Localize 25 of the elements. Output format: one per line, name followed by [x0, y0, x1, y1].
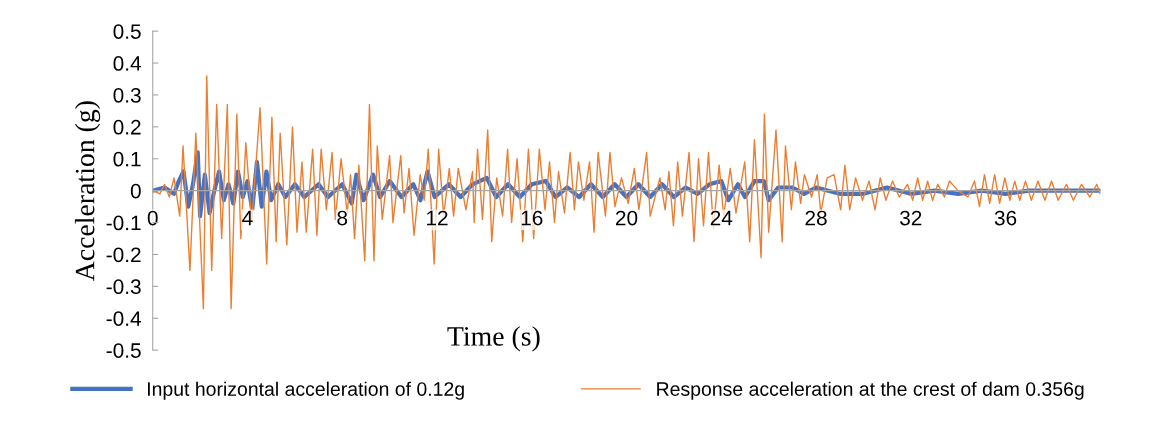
y-tick-label: 0.1 [113, 151, 141, 167]
legend-label: Response acceleration at the crest of dam 0.356g [657, 381, 1084, 400]
y-tick-label: -0.5 [106, 343, 141, 358]
y-tick-label: -0.3 [106, 279, 141, 295]
legend-label: Input horizontal acceleration of 0.12g [147, 381, 464, 400]
x-tick-label: 8 [337, 210, 348, 226]
y-tick-label: -0.4 [106, 311, 142, 326]
y-tick-label: 0.2 [113, 119, 141, 135]
y-axis-title: Acceleration (g) [74, 101, 101, 281]
y-tick-label: 0.3 [113, 87, 141, 103]
y-tick-label: 0.5 [113, 24, 141, 39]
y-tick-label: 0.4 [113, 56, 142, 71]
x-axis-title: Time (s) [447, 326, 540, 352]
y-tick-label: -0.2 [106, 247, 141, 263]
y-tick-label: 0 [130, 183, 141, 199]
x-tick-label: 0 [147, 210, 158, 226]
x-tick-label: 28 [805, 210, 827, 226]
x-tick-label: 12 [427, 210, 448, 226]
x-tick-label: 4 [242, 210, 253, 226]
x-tick-label: 32 [900, 210, 922, 226]
x-tick-label: 24 [710, 210, 733, 226]
x-tick-label: 20 [615, 210, 638, 226]
y-tick-label: -0.1 [106, 215, 141, 231]
x-tick-label: 16 [521, 210, 543, 226]
x-tick-label: 36 [994, 210, 1017, 226]
